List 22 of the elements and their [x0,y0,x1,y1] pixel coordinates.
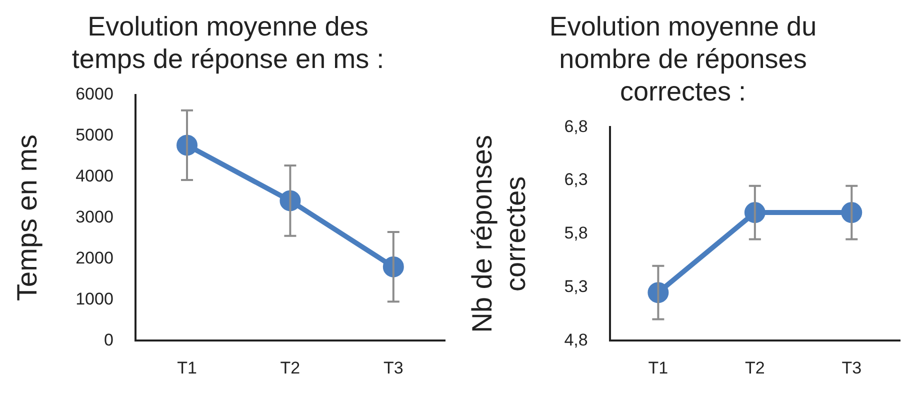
x-tick-label: T1 [177,358,197,378]
y-tick-label: 4,8 [564,330,588,350]
y-tick-label: 5000 [76,125,114,144]
y-tick-label: 4000 [76,166,114,186]
y-tick-label: 5,3 [564,276,588,296]
y-tick-label: 6,3 [564,170,588,190]
y-tick-label: 3000 [76,207,114,226]
y-axis-title: Nb de réponses correctes [466,135,532,333]
y-tick-label: 2000 [76,248,114,268]
x-tick-label: T1 [648,358,668,378]
y-tick-label: 6,8 [564,116,588,136]
y-tick-label: 5,8 [564,224,588,243]
y-axis-title: Temps en ms [12,134,43,301]
chart-title: Evolution moyenne du nombre de réponses correctes : [549,12,817,106]
y-tick-label: 1000 [76,289,114,308]
y-tick-label: 6000 [76,84,114,104]
y-tick-label: 0 [104,330,114,350]
x-tick-label: T2 [744,358,765,378]
chart-title: Evolution moyenne des temps de réponse en ms : [72,12,384,74]
x-tick-label: T3 [842,358,862,378]
x-tick-label: T2 [280,358,300,378]
x-tick-label: T3 [383,358,404,378]
